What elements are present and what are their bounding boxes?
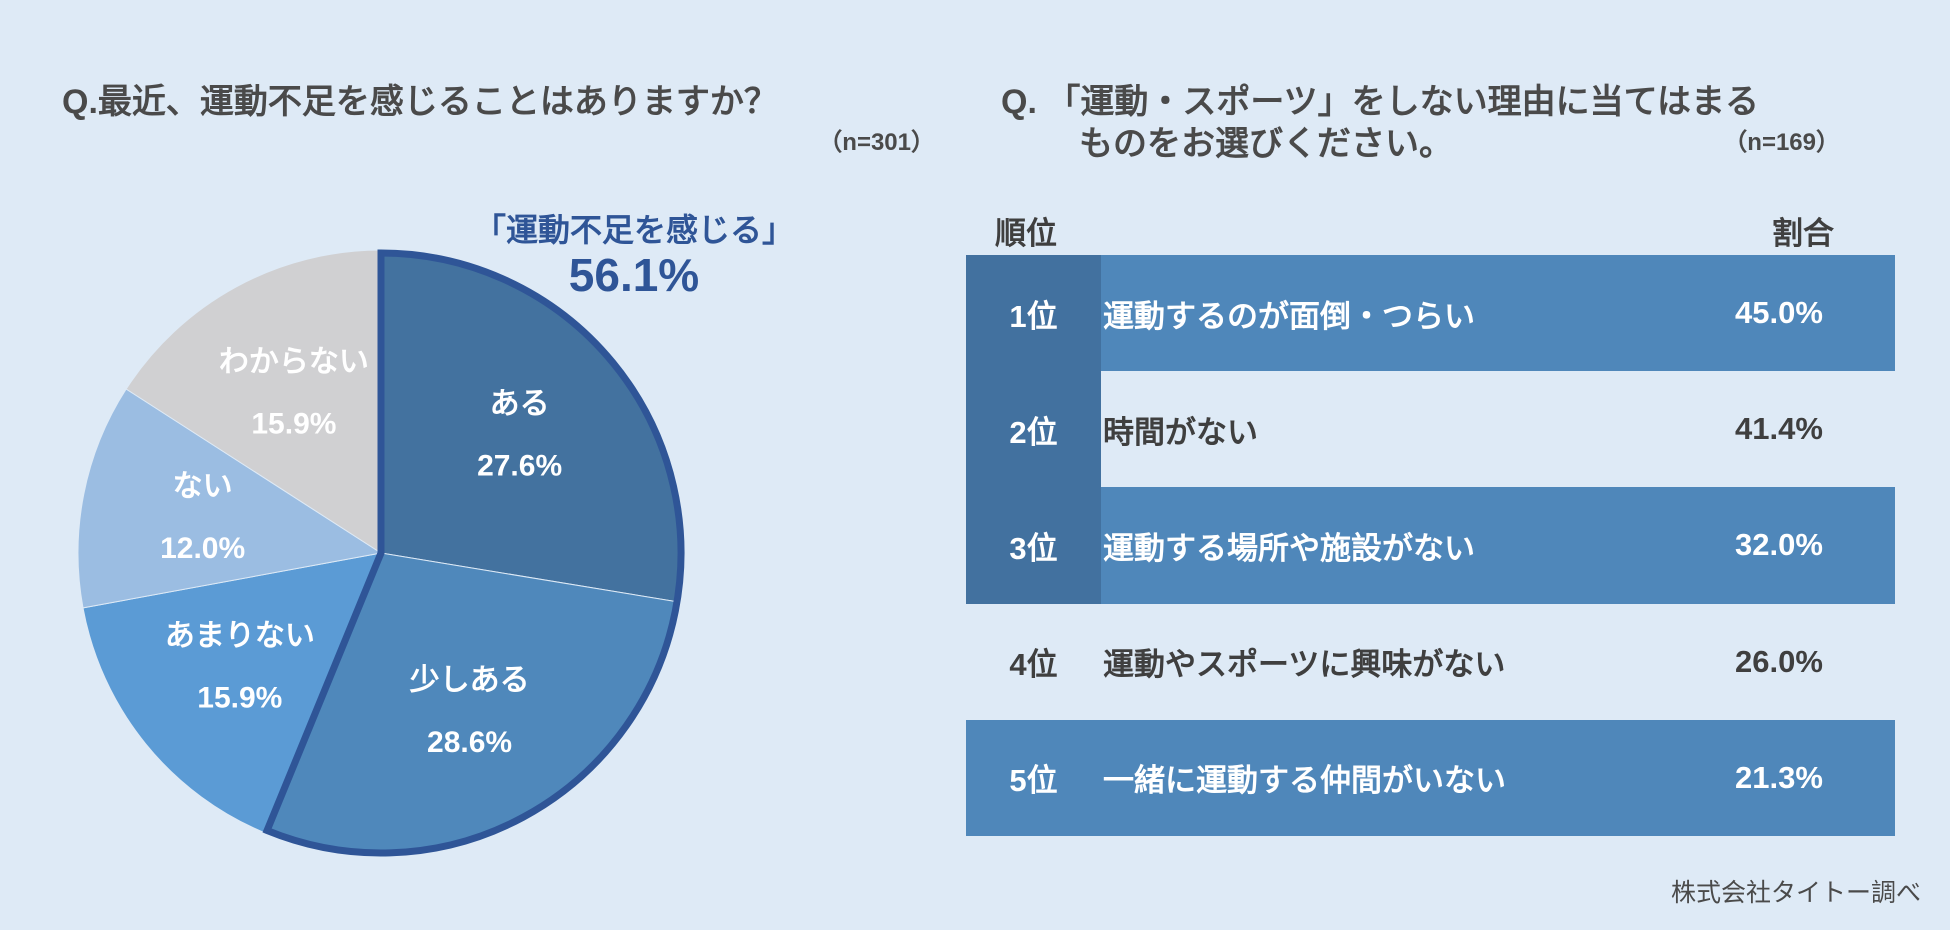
pie-question-title: Q.最近、運動不足を感じることはありますか？ [62,83,778,121]
ratio-value: 26.0% [1735,643,1823,679]
highlight-callout-value: 56.1% [568,249,700,301]
header-rank: 順位 [995,216,1057,251]
reason-label: 運動するのが面倒・つらい [1103,298,1475,334]
header-ratio: 割合 [1772,216,1834,251]
source-credit: 株式会社タイトー調べ [1670,879,1921,907]
table-question-title-line1: Q. 「運動・スポーツ」をしない理由に当てはまる [1001,83,1759,121]
table-row: 1位 運動するのが面倒・つらい 45.0% [966,255,1895,372]
table-row: 5位 一緒に運動する仲間がいない 21.3% [966,719,1895,836]
pie-chart: ある 27.6% 少しある 28.6% あまりない 15.9% ない 12.0% わからない 15… [77,249,685,857]
pie-slice-3 [77,388,383,609]
highlight-callout-label: 「運動不足を感じる」 [473,212,794,248]
ratio-value: 41.4% [1735,411,1823,447]
table-row: 4位 運動やスポーツに興味がない 26.0% [966,604,1895,720]
ratio-value: 21.3% [1735,759,1823,795]
slice-category-label: 少しある [410,664,530,697]
slice-category-label: わからない [219,345,369,378]
table-row: 3位 運動する場所や施設がない 32.0% [966,487,1895,604]
rank-cell: 2位 [966,371,1101,488]
table-sample-size: （n=169） [1723,129,1840,156]
slice-value-label: 12.0% [160,532,245,565]
pie-slice-0 [380,249,685,603]
table-row: 2位 時間がない 41.4% [966,371,1895,488]
slice-category-label: ない [173,470,233,503]
rank-cell: 1位 [966,255,1101,372]
ratio-value: 45.0% [1735,295,1823,331]
pie-slice-2 [82,552,382,834]
ratio-value: 32.0% [1735,527,1823,563]
reason-label: 一緒に運動する仲間がいない [1103,763,1506,799]
rank-cell: 3位 [966,487,1101,604]
reason-label: 時間がない [1103,414,1258,450]
table-question-title-line2: ものをお選びください。 [1079,125,1453,163]
slice-value-label: 15.9% [197,682,282,715]
pie-sample-size: （n=301） [818,129,935,156]
slice-value-label: 28.6% [427,726,512,759]
reason-label: 運動する場所や施設がない [1103,530,1475,566]
slice-value-label: 15.9% [251,407,336,440]
reason-label: 運動やスポーツに興味がない [1103,647,1506,683]
slice-category-label: あまりない [165,620,315,653]
rank-cell: 5位 [1009,763,1058,799]
rank-cell: 4位 [1009,647,1058,683]
ranking-table: 1位 運動するのが面倒・つらい 45.0% 2位 時間がない 41.4% 3位 … [966,255,1895,836]
slice-category-label: ある [490,387,550,420]
pie-slice-4 [125,249,382,554]
highlight-outline [262,249,685,857]
slice-value-label: 27.6% [477,449,562,482]
